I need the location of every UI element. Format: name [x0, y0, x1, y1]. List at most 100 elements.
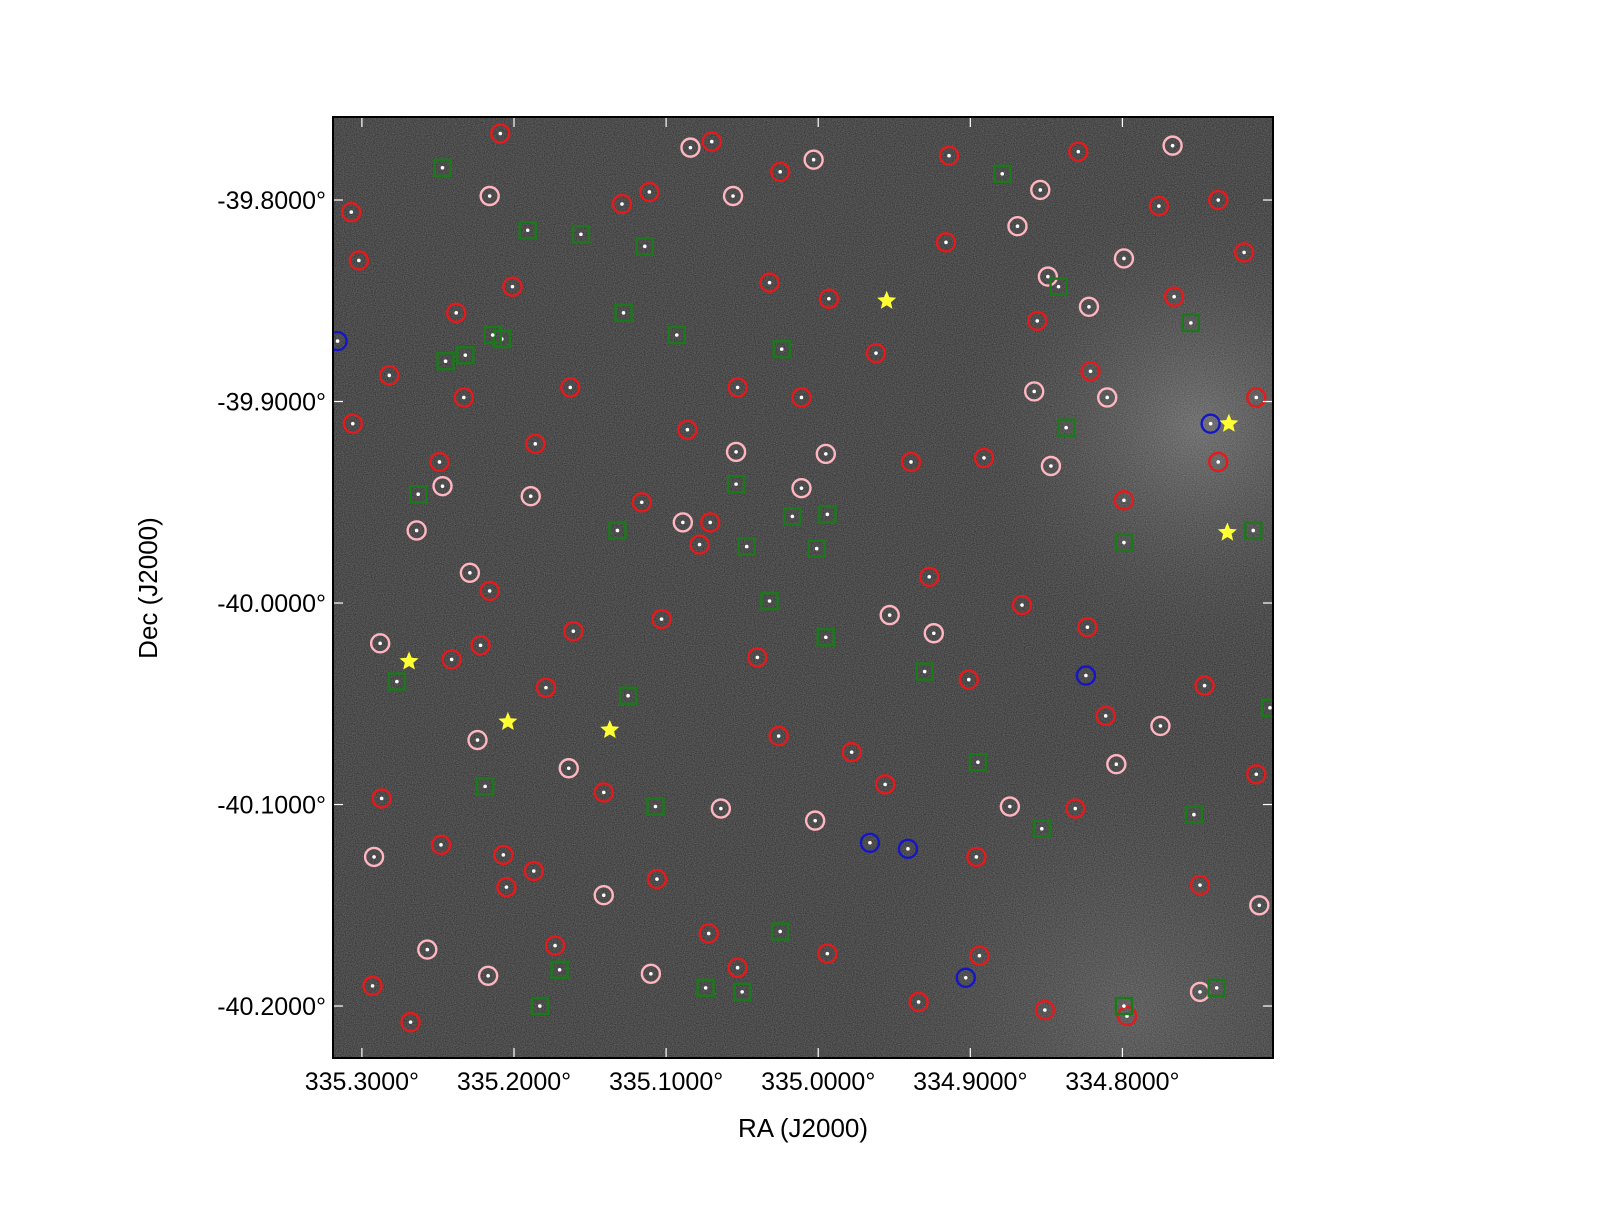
- source-dot: [776, 734, 781, 738]
- source-dot: [639, 500, 644, 505]
- circle-marker: [747, 647, 768, 668]
- axes: 335.3000° 335.2000° 335.1000° 335.0000° 334.…: [217, 117, 1273, 1096]
- source-dot: [544, 685, 548, 690]
- source-dot: [370, 984, 375, 988]
- circle-marker: [701, 131, 722, 152]
- x-tick-label: 335.2000°: [457, 1068, 571, 1096]
- circle-marker: [496, 876, 517, 898]
- circle-marker: [563, 621, 584, 642]
- square-marker: [1114, 533, 1134, 552]
- circle-marker: [453, 387, 475, 408]
- source-dot: [538, 1004, 542, 1008]
- square-marker: [646, 797, 665, 816]
- x-tick-label: 335.0000°: [761, 1068, 875, 1096]
- source-dot: [1158, 724, 1163, 728]
- source-dot: [1268, 705, 1272, 710]
- circle-marker: [1113, 490, 1135, 511]
- circle-marker: [369, 633, 391, 654]
- circle-marker: [1095, 705, 1116, 727]
- circle-marker: [544, 935, 566, 956]
- circle-marker: [804, 810, 826, 831]
- source-dot: [703, 986, 708, 990]
- square-marker: [530, 996, 550, 1016]
- source-dot: [1192, 812, 1196, 817]
- plot-frame: [332, 116, 1274, 1059]
- source-dot: [437, 460, 442, 464]
- square-marker: [614, 303, 633, 323]
- circle-marker: [429, 451, 450, 473]
- source-dot: [350, 421, 355, 426]
- source-dot: [1214, 986, 1219, 990]
- source-dot: [1208, 421, 1213, 426]
- circle-marker: [919, 566, 940, 588]
- source-dot: [1032, 389, 1036, 394]
- source-dot: [825, 512, 830, 517]
- circle-marker: [341, 201, 362, 223]
- source-dot: [799, 395, 804, 400]
- star-marker: [1219, 413, 1239, 432]
- source-dot: [408, 1020, 413, 1024]
- x-tick-label: 334.8000°: [1065, 1068, 1179, 1096]
- circle-marker: [1162, 135, 1183, 156]
- source-dot: [566, 766, 571, 771]
- y-tick-label: -39.8000°: [217, 187, 326, 215]
- source-dot: [1254, 772, 1259, 777]
- y-tick-label: -40.2000°: [217, 993, 326, 1021]
- source-dot: [478, 643, 483, 648]
- source-dot: [528, 494, 533, 499]
- source-dot: [1015, 224, 1020, 229]
- circle-marker: [525, 433, 546, 455]
- source-dot: [916, 1000, 921, 1004]
- source-dot: [1122, 1004, 1126, 1008]
- square-marker: [818, 505, 837, 524]
- circle-marker: [769, 161, 791, 183]
- source-dot: [825, 951, 830, 956]
- square-marker: [387, 672, 407, 691]
- circle-marker: [969, 945, 990, 966]
- circle-marker: [1040, 455, 1062, 477]
- source-dot: [1122, 540, 1126, 545]
- circle-marker: [441, 649, 462, 670]
- source-dot: [504, 885, 509, 889]
- star-marker: [600, 720, 620, 738]
- source-dot: [734, 450, 738, 454]
- square-marker: [1184, 805, 1204, 824]
- circle-marker: [1106, 754, 1127, 775]
- x-axis-label: RA (J2000): [738, 1113, 868, 1143]
- source-dot: [977, 953, 982, 958]
- source-dot: [1103, 714, 1108, 718]
- circle-marker: [1200, 413, 1221, 434]
- source-dot: [824, 452, 828, 456]
- y-tick-label: -40.1000°: [217, 792, 326, 820]
- circle-marker: [759, 272, 780, 293]
- circle-marker: [631, 492, 652, 513]
- y-axis-label: Dec (J2000): [133, 517, 163, 659]
- circle-marker: [859, 832, 881, 853]
- source-dot: [571, 629, 576, 634]
- circle-marker: [520, 486, 541, 507]
- star-marker: [399, 651, 419, 670]
- circle-marker: [879, 604, 900, 626]
- source-dot: [674, 333, 679, 337]
- source-dot: [483, 784, 487, 789]
- circle-marker: [689, 534, 710, 555]
- source-dot: [887, 613, 892, 617]
- source-dot: [439, 843, 443, 847]
- source-dot: [1189, 321, 1193, 325]
- square-marker: [993, 164, 1012, 184]
- circle-marker: [1078, 296, 1100, 318]
- source-dot: [706, 931, 711, 936]
- circle-marker: [897, 838, 919, 860]
- source-dot: [579, 232, 583, 237]
- circle-marker: [593, 782, 614, 803]
- source-dot: [1251, 528, 1256, 533]
- source-dot: [557, 967, 562, 972]
- source-dot: [932, 631, 936, 636]
- circle-marker: [768, 725, 789, 747]
- source-dot: [708, 520, 713, 525]
- circle-marker: [432, 475, 453, 497]
- circle-marker: [1189, 874, 1211, 896]
- source-dot: [1198, 990, 1202, 994]
- square-marker: [915, 662, 934, 681]
